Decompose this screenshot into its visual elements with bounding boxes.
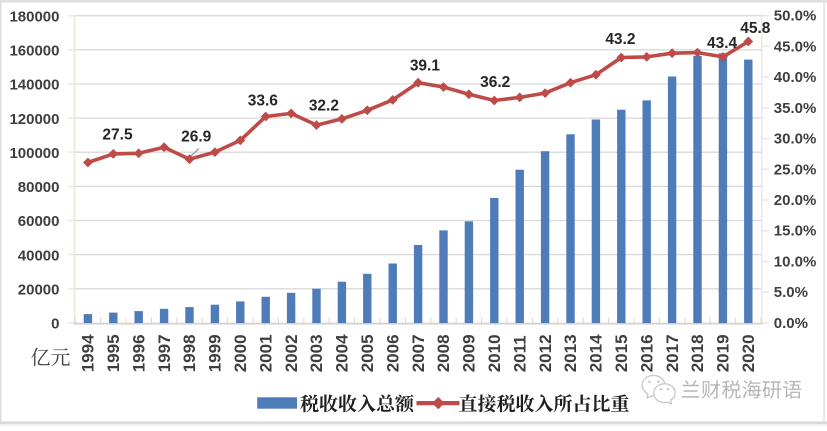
svg-text:1999: 1999 [206, 334, 225, 372]
svg-text:2010: 2010 [485, 334, 504, 372]
svg-text:2020: 2020 [739, 334, 758, 372]
svg-text:30.0%: 30.0% [774, 131, 817, 148]
svg-text:2009: 2009 [460, 334, 479, 372]
svg-text:26.9: 26.9 [181, 129, 212, 146]
svg-text:10.0%: 10.0% [774, 254, 817, 271]
svg-text:80000: 80000 [18, 179, 60, 196]
svg-text:50.0%: 50.0% [774, 8, 817, 25]
svg-text:2019: 2019 [714, 334, 733, 372]
svg-text:2016: 2016 [637, 334, 656, 372]
svg-text:43.4: 43.4 [707, 35, 738, 52]
svg-text:2007: 2007 [409, 334, 428, 372]
svg-text:0.0%: 0.0% [774, 315, 808, 332]
svg-text:1995: 1995 [104, 334, 123, 372]
svg-text:2018: 2018 [688, 334, 707, 372]
svg-text:0: 0 [51, 316, 59, 333]
svg-text:1996: 1996 [129, 334, 148, 372]
svg-text:39.1: 39.1 [410, 58, 441, 75]
svg-text:2003: 2003 [307, 334, 326, 372]
svg-text:25.0%: 25.0% [774, 161, 817, 178]
svg-text:40000: 40000 [18, 247, 60, 264]
svg-text:2000: 2000 [231, 334, 250, 372]
svg-text:100000: 100000 [9, 145, 59, 162]
svg-text:180000: 180000 [9, 8, 59, 25]
svg-text:120000: 120000 [9, 111, 59, 128]
svg-text:1998: 1998 [180, 334, 199, 372]
svg-text:36.2: 36.2 [480, 74, 510, 91]
svg-text:33.6: 33.6 [248, 92, 279, 109]
svg-text:1997: 1997 [155, 334, 174, 372]
svg-text:2001: 2001 [256, 334, 275, 372]
svg-text:2011: 2011 [510, 335, 529, 372]
svg-text:2017: 2017 [663, 334, 682, 372]
svg-text:2012: 2012 [536, 334, 555, 372]
svg-text:2013: 2013 [561, 334, 580, 372]
svg-text:20000: 20000 [18, 282, 60, 299]
svg-text:140000: 140000 [9, 77, 59, 94]
svg-text:2014: 2014 [587, 334, 606, 372]
svg-text:20.0%: 20.0% [774, 192, 817, 209]
svg-text:2008: 2008 [434, 334, 453, 372]
svg-text:1994: 1994 [79, 334, 98, 372]
svg-text:35.0%: 35.0% [774, 100, 817, 117]
svg-text:32.2: 32.2 [309, 98, 339, 115]
svg-text:2006: 2006 [383, 334, 402, 372]
svg-text:2015: 2015 [612, 334, 631, 372]
svg-text:2004: 2004 [333, 334, 352, 372]
svg-text:60000: 60000 [18, 213, 60, 230]
svg-text:15.0%: 15.0% [774, 223, 817, 240]
svg-text:27.5: 27.5 [102, 127, 133, 144]
svg-text:2002: 2002 [282, 334, 301, 372]
svg-text:5.0%: 5.0% [774, 284, 808, 301]
svg-text:40.0%: 40.0% [774, 69, 817, 86]
svg-text:45.0%: 45.0% [774, 38, 817, 55]
svg-text:45.8: 45.8 [740, 20, 771, 37]
svg-text:160000: 160000 [9, 43, 59, 60]
svg-text:2005: 2005 [358, 334, 377, 372]
svg-text:43.2: 43.2 [605, 31, 635, 48]
